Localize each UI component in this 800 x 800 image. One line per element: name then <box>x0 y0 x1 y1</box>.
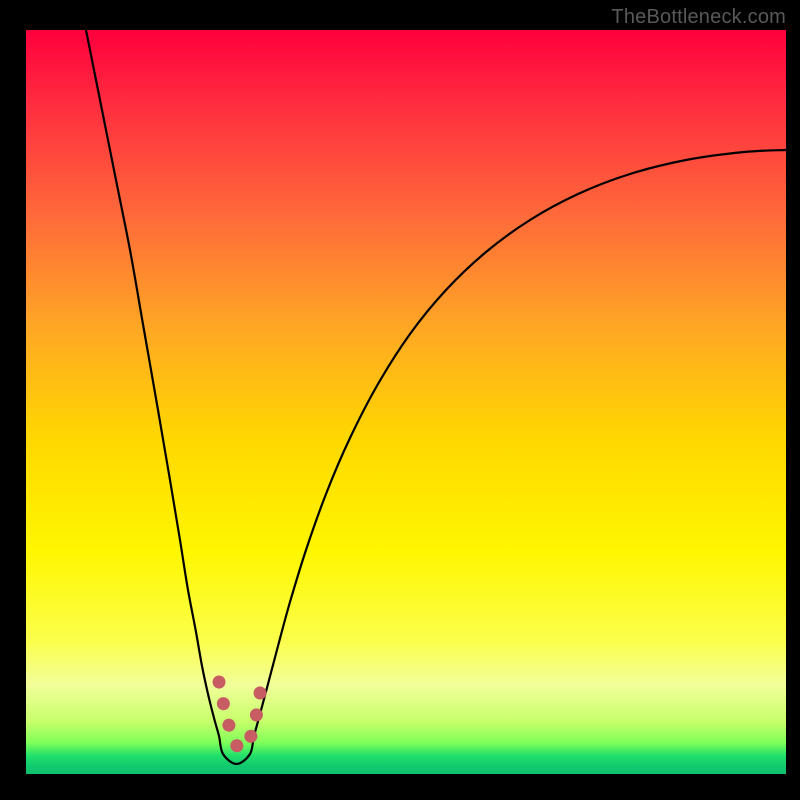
bottleneck-curve <box>86 30 786 764</box>
curve-layer <box>26 30 786 774</box>
plot-area <box>26 30 786 774</box>
optimal-region-marker <box>219 682 261 749</box>
watermark-text: TheBottleneck.com <box>611 6 786 29</box>
